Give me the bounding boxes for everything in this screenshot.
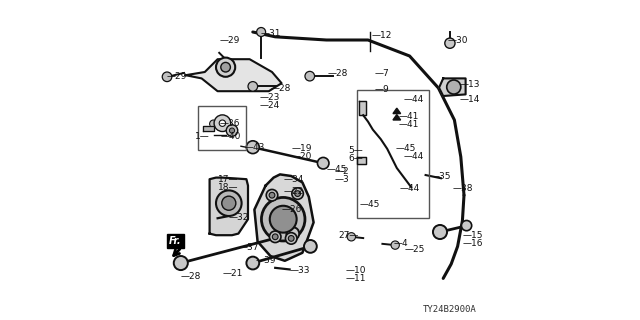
Text: —3: —3 — [334, 175, 349, 184]
Text: —37: —37 — [239, 244, 259, 252]
Text: —28: —28 — [270, 84, 291, 92]
Text: —9: —9 — [374, 85, 389, 94]
Polygon shape — [204, 126, 214, 131]
Circle shape — [447, 80, 461, 94]
Text: —41: —41 — [398, 120, 419, 129]
Text: —33: —33 — [290, 266, 310, 275]
Text: —4: —4 — [394, 239, 408, 248]
Circle shape — [262, 197, 305, 241]
Circle shape — [273, 234, 278, 240]
Text: —13: —13 — [460, 80, 480, 89]
Circle shape — [305, 71, 315, 81]
Polygon shape — [254, 174, 314, 261]
Circle shape — [230, 128, 235, 133]
Circle shape — [216, 58, 236, 77]
Polygon shape — [210, 178, 248, 235]
Circle shape — [304, 240, 317, 253]
Text: —26: —26 — [282, 205, 302, 214]
Text: Fr.: Fr. — [169, 236, 182, 246]
Circle shape — [257, 28, 266, 36]
Circle shape — [221, 196, 236, 210]
Circle shape — [295, 191, 301, 196]
Text: —7: —7 — [374, 69, 389, 78]
Polygon shape — [357, 157, 366, 164]
Text: —24: —24 — [259, 101, 280, 110]
Text: —10: —10 — [346, 266, 366, 275]
Circle shape — [246, 257, 259, 269]
Circle shape — [433, 225, 447, 239]
Text: 6—: 6— — [348, 154, 364, 163]
Text: —14: —14 — [460, 95, 479, 104]
Circle shape — [287, 227, 299, 240]
Polygon shape — [186, 59, 282, 91]
Circle shape — [269, 192, 275, 198]
Circle shape — [269, 231, 281, 243]
Circle shape — [227, 125, 238, 136]
Text: —25: —25 — [405, 245, 425, 254]
Text: —28: —28 — [181, 272, 201, 281]
Text: —2: —2 — [334, 167, 349, 176]
Text: —22: —22 — [283, 188, 303, 196]
Circle shape — [317, 157, 329, 169]
Text: —29: —29 — [219, 36, 239, 44]
Polygon shape — [393, 115, 401, 120]
Text: —44: —44 — [403, 95, 424, 104]
Circle shape — [219, 120, 226, 126]
Circle shape — [292, 188, 303, 199]
Text: —34: —34 — [283, 175, 303, 184]
Bar — [198, 106, 246, 150]
Text: —15: —15 — [462, 231, 483, 240]
Text: —36: —36 — [219, 119, 240, 128]
Circle shape — [174, 256, 188, 270]
Circle shape — [210, 120, 218, 128]
Text: —12: —12 — [371, 31, 392, 40]
Text: 17—: 17— — [218, 175, 239, 184]
Text: —41: —41 — [398, 112, 419, 121]
Circle shape — [445, 38, 455, 48]
Text: —31: —31 — [261, 29, 282, 38]
Polygon shape — [359, 101, 366, 115]
Circle shape — [248, 82, 258, 91]
Circle shape — [163, 72, 172, 82]
Circle shape — [288, 236, 294, 241]
Text: —39: —39 — [256, 256, 276, 265]
Circle shape — [221, 62, 230, 72]
Circle shape — [216, 190, 242, 216]
Circle shape — [246, 141, 259, 154]
Circle shape — [461, 220, 472, 231]
Text: —32: —32 — [229, 213, 249, 222]
Text: —11: —11 — [346, 274, 366, 283]
Circle shape — [214, 115, 231, 132]
Text: —40: —40 — [221, 132, 241, 140]
Circle shape — [270, 206, 297, 233]
Text: 27—: 27— — [338, 231, 358, 240]
Text: —30: —30 — [448, 36, 468, 44]
Text: —38: —38 — [453, 184, 474, 193]
Polygon shape — [439, 78, 466, 96]
Text: —20: —20 — [291, 152, 312, 161]
Text: 5—: 5— — [348, 146, 364, 155]
Text: —44: —44 — [403, 152, 424, 161]
Text: —29: —29 — [166, 72, 187, 81]
Polygon shape — [393, 108, 401, 114]
Text: —44: —44 — [400, 184, 420, 193]
Circle shape — [285, 233, 297, 244]
Text: —43: —43 — [245, 143, 265, 152]
Circle shape — [266, 189, 278, 201]
Circle shape — [347, 233, 356, 241]
Text: —23: —23 — [259, 93, 280, 102]
Text: —16: —16 — [462, 239, 483, 248]
Text: —45: —45 — [326, 165, 347, 174]
Text: —19: —19 — [291, 144, 312, 153]
Text: —45: —45 — [396, 144, 415, 153]
Circle shape — [391, 241, 399, 249]
Text: —35: —35 — [430, 172, 451, 180]
Text: 18—: 18— — [218, 183, 239, 192]
Text: TY24B2900A: TY24B2900A — [423, 305, 477, 314]
Text: —45: —45 — [360, 200, 380, 209]
Text: 1—: 1— — [195, 132, 210, 140]
Text: —21: —21 — [223, 269, 243, 278]
Text: —28: —28 — [328, 69, 348, 78]
Bar — [357, 90, 429, 218]
